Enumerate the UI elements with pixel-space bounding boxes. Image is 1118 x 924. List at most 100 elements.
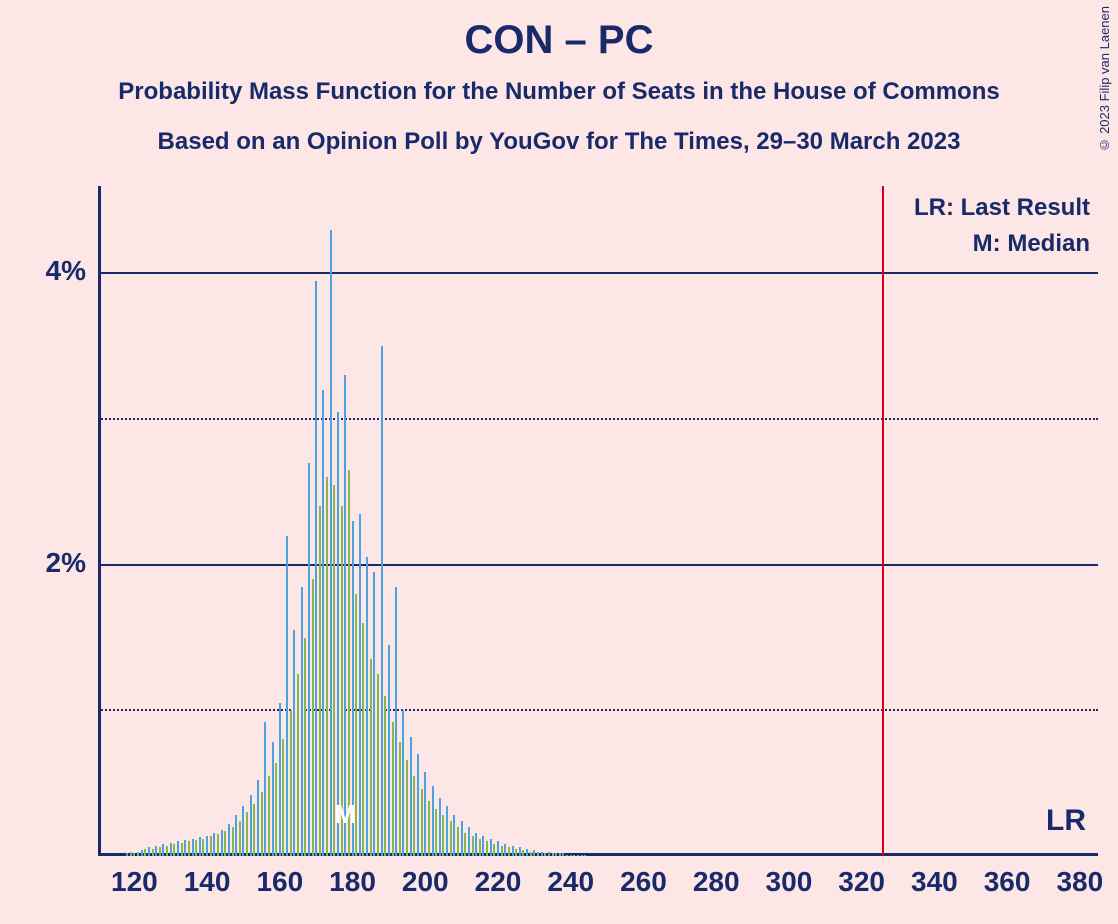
pmf-bar: [533, 850, 535, 856]
pmf-bar: [515, 849, 517, 856]
x-tick-label: 340: [911, 866, 958, 898]
pmf-bar: [188, 841, 190, 856]
pmf-bar: [392, 722, 394, 856]
pmf-bar: [512, 846, 514, 856]
pmf-bar: [286, 536, 288, 856]
pmf-bar: [370, 659, 372, 856]
pmf-bar: [450, 821, 452, 856]
pmf-bar: [442, 815, 444, 856]
x-tick-label: 320: [838, 866, 885, 898]
chart-subtitle-1: Probability Mass Function for the Number…: [0, 78, 1118, 106]
pmf-bar: [359, 514, 361, 856]
x-tick-label: 280: [693, 866, 740, 898]
x-tick-label: 160: [256, 866, 303, 898]
pmf-bar: [282, 739, 284, 856]
pmf-bar: [461, 821, 463, 856]
median-marker: M: [334, 799, 356, 830]
pmf-bar: [170, 843, 172, 856]
pmf-bar: [432, 786, 434, 856]
pmf-bar: [373, 572, 375, 856]
pmf-bar: [570, 855, 572, 856]
pmf-bar: [522, 850, 524, 856]
pmf-bar: [268, 776, 270, 856]
pmf-bar: [377, 674, 379, 856]
pmf-bar: [559, 853, 561, 856]
pmf-bar: [581, 855, 583, 856]
pmf-bar: [257, 780, 259, 856]
pmf-bar: [221, 830, 223, 856]
pmf-bar: [308, 463, 310, 856]
pmf-bar: [504, 844, 506, 856]
x-tick-label: 220: [475, 866, 522, 898]
pmf-bar: [242, 806, 244, 856]
pmf-bar: [410, 737, 412, 856]
pmf-bar: [548, 852, 550, 856]
pmf-bar: [530, 852, 532, 856]
pmf-bar: [421, 789, 423, 856]
pmf-bar: [253, 804, 255, 856]
pmf-bar: [362, 623, 364, 856]
pmf-bar: [173, 844, 175, 856]
pmf-bar: [479, 839, 481, 856]
pmf-bar: [279, 703, 281, 856]
pmf-bar: [137, 852, 139, 856]
pmf-bar: [315, 281, 317, 856]
gridline-major: [98, 272, 1098, 274]
x-tick-label: 360: [984, 866, 1031, 898]
pmf-bar: [566, 855, 568, 856]
pmf-bar: [381, 346, 383, 856]
pmf-bar: [482, 836, 484, 856]
pmf-bar: [428, 801, 430, 856]
pmf-bar: [552, 853, 554, 856]
pmf-bar: [453, 815, 455, 856]
pmf-bar: [457, 827, 459, 856]
pmf-bar: [141, 850, 143, 856]
gridline-major: [98, 564, 1098, 566]
pmf-bar: [508, 847, 510, 856]
pmf-bar: [195, 840, 197, 856]
pmf-bar: [133, 853, 135, 856]
pmf-bar: [264, 722, 266, 856]
pmf-bar: [544, 853, 546, 856]
y-axis: [98, 186, 101, 856]
pmf-bar: [130, 852, 132, 856]
pmf-bar: [202, 839, 204, 856]
pmf-bar: [330, 230, 332, 856]
pmf-bar: [402, 710, 404, 856]
pmf-bar: [526, 849, 528, 856]
pmf-bar: [537, 852, 539, 856]
pmf-bar: [293, 630, 295, 856]
x-tick-label: 200: [402, 866, 449, 898]
pmf-bar: [213, 833, 215, 856]
pmf-bar: [239, 821, 241, 856]
pmf-bar: [326, 477, 328, 856]
pmf-bar: [395, 587, 397, 856]
pmf-bar: [472, 836, 474, 856]
pmf-bar: [577, 855, 579, 856]
pmf-bar: [413, 776, 415, 856]
chart-subtitle-2: Based on an Opinion Poll by YouGov for T…: [0, 128, 1118, 156]
pmf-bar: [232, 827, 234, 856]
pmf-bar: [435, 809, 437, 856]
pmf-bar: [388, 645, 390, 856]
x-tick-label: 120: [111, 866, 158, 898]
pmf-bar: [217, 834, 219, 856]
pmf-bar: [297, 674, 299, 856]
legend-median: M: Median: [973, 230, 1090, 258]
pmf-bar: [406, 760, 408, 856]
x-tick-label: 180: [329, 866, 376, 898]
gridline-minor: [98, 709, 1098, 711]
pmf-bar: [250, 795, 252, 856]
pmf-bar: [417, 754, 419, 856]
pmf-bar: [468, 827, 470, 856]
x-tick-label: 140: [184, 866, 231, 898]
pmf-bar: [384, 696, 386, 856]
pmf-bar: [192, 839, 194, 856]
pmf-bar: [519, 847, 521, 856]
pmf-bar: [144, 849, 146, 856]
pmf-bar: [290, 710, 292, 856]
pmf-bar: [181, 843, 183, 856]
pmf-bar: [475, 833, 477, 856]
pmf-bar: [486, 841, 488, 856]
pmf-bar: [261, 792, 263, 856]
